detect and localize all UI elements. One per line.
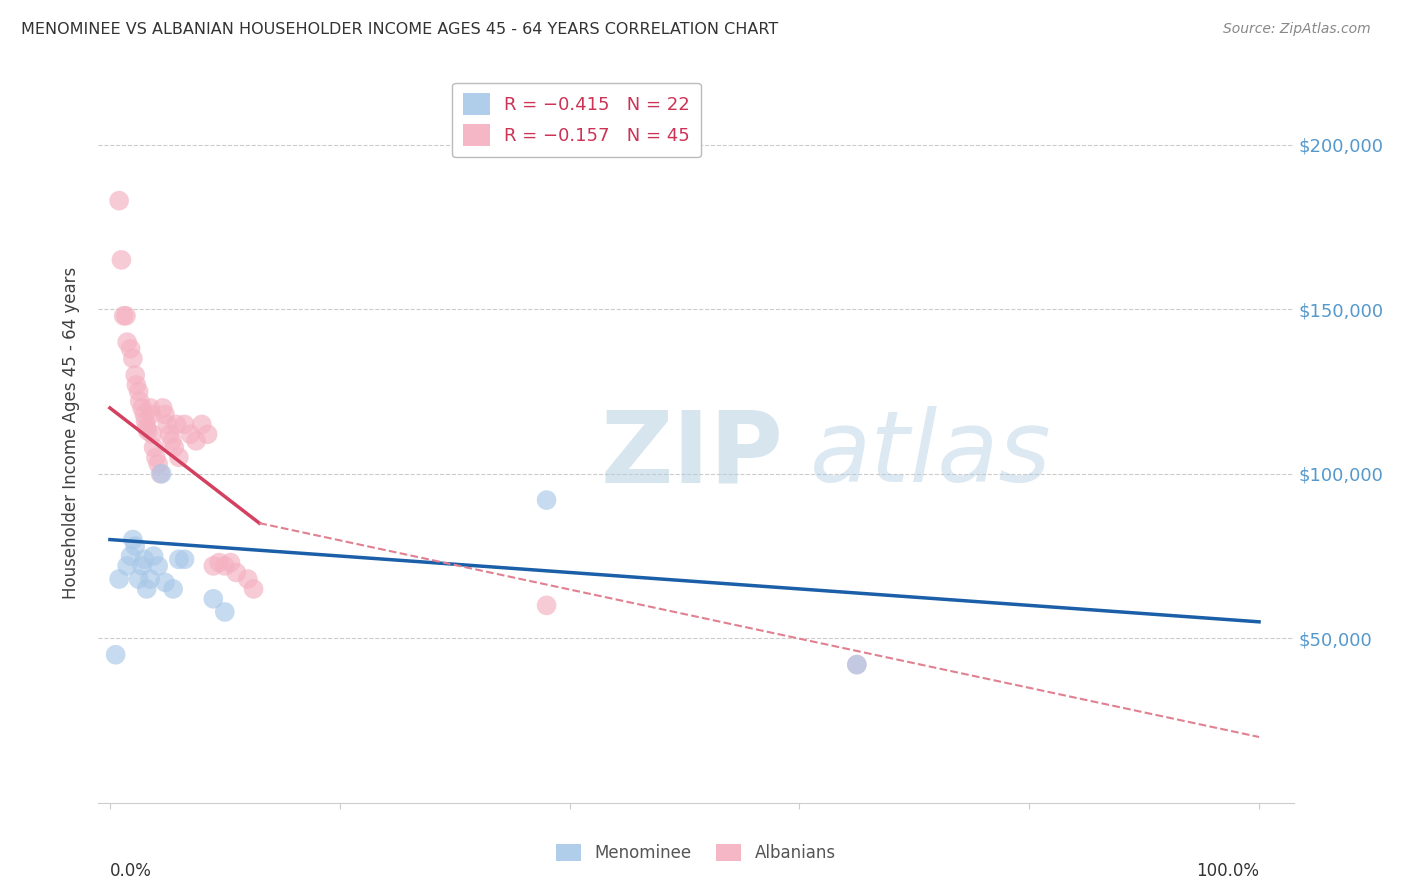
Point	[142, 549, 165, 563]
Point	[124, 368, 146, 382]
Text: 0.0%: 0.0%	[110, 862, 152, 880]
Point	[115, 309, 138, 323]
Point	[112, 309, 135, 323]
Point	[152, 401, 174, 415]
Point	[202, 558, 225, 573]
Point	[536, 599, 558, 613]
Point	[141, 427, 163, 442]
Point	[141, 408, 163, 422]
Point	[108, 572, 131, 586]
Point	[134, 408, 156, 422]
Point	[149, 467, 172, 481]
Point	[115, 335, 138, 350]
Point	[108, 194, 131, 208]
Point	[131, 558, 153, 573]
Point	[162, 582, 184, 596]
Point	[120, 549, 142, 563]
Point	[131, 401, 153, 415]
Point	[191, 417, 214, 432]
Text: MENOMINEE VS ALBANIAN HOUSEHOLDER INCOME AGES 45 - 64 YEARS CORRELATION CHART: MENOMINEE VS ALBANIAN HOUSEHOLDER INCOME…	[21, 22, 779, 37]
Point	[173, 417, 195, 432]
Point	[225, 566, 247, 580]
Y-axis label: Householder Income Ages 45 - 64 years: Householder Income Ages 45 - 64 years	[62, 267, 80, 599]
Point	[156, 417, 179, 432]
Point	[142, 441, 165, 455]
Point	[163, 441, 186, 455]
Point	[150, 467, 173, 481]
Point	[197, 427, 219, 442]
Point	[153, 575, 176, 590]
Point	[148, 457, 170, 471]
Point	[153, 408, 176, 422]
Point	[135, 582, 157, 596]
Point	[128, 394, 150, 409]
Point	[167, 450, 190, 465]
Point	[115, 558, 138, 573]
Point	[135, 414, 157, 428]
Point	[214, 605, 236, 619]
Point	[236, 572, 259, 586]
Point	[134, 552, 156, 566]
Point	[214, 558, 236, 573]
Point	[145, 450, 167, 465]
Point	[104, 648, 127, 662]
Text: atlas: atlas	[810, 407, 1052, 503]
Point	[167, 552, 190, 566]
Point	[536, 493, 558, 508]
Point	[159, 427, 181, 442]
Point	[128, 572, 150, 586]
Point	[208, 556, 231, 570]
Point	[125, 378, 148, 392]
Point	[160, 434, 183, 448]
Point	[179, 427, 201, 442]
Text: ZIP: ZIP	[600, 407, 783, 503]
Point	[139, 572, 162, 586]
Point	[136, 424, 159, 438]
Point	[128, 384, 150, 399]
Point	[139, 401, 162, 415]
Point	[135, 420, 157, 434]
Point	[173, 552, 195, 566]
Point	[845, 657, 868, 672]
Point	[845, 657, 868, 672]
Point	[110, 252, 132, 267]
Legend: Menominee, Albanians: Menominee, Albanians	[550, 837, 842, 869]
Point	[124, 539, 146, 553]
Point	[184, 434, 207, 448]
Point	[122, 351, 145, 366]
Point	[219, 556, 242, 570]
Point	[166, 417, 188, 432]
Point	[242, 582, 264, 596]
Point	[148, 558, 170, 573]
Point	[122, 533, 145, 547]
Point	[202, 591, 225, 606]
Point	[120, 342, 142, 356]
Text: 100.0%: 100.0%	[1197, 862, 1258, 880]
Text: Source: ZipAtlas.com: Source: ZipAtlas.com	[1223, 22, 1371, 37]
